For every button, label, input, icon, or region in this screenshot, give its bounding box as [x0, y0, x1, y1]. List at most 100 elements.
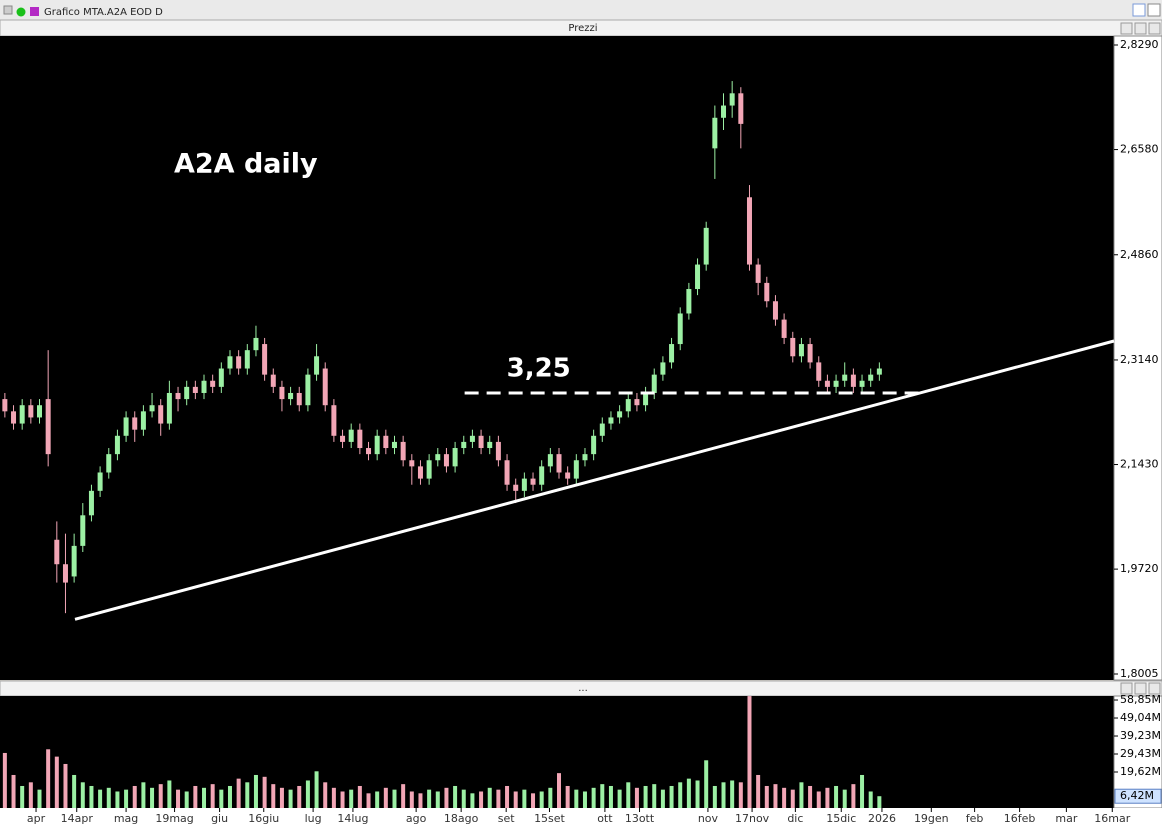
volume-bar	[98, 789, 103, 808]
volume-bar	[106, 787, 111, 808]
window-button[interactable]	[1132, 3, 1146, 17]
candle-body	[573, 460, 579, 479]
volume-bar	[279, 787, 284, 808]
candle-body	[539, 466, 545, 485]
candle-body	[36, 405, 42, 418]
candle-body	[296, 392, 302, 406]
volume-bar	[626, 782, 631, 808]
volume-bar	[54, 756, 59, 808]
candle-body	[712, 117, 718, 149]
candle-body	[625, 399, 631, 412]
panel-button[interactable]	[1148, 22, 1161, 35]
candle-body	[62, 564, 68, 583]
candle-body	[383, 435, 389, 449]
candle-body	[521, 478, 527, 491]
candle-body	[617, 411, 623, 418]
volume-bar	[2, 752, 7, 808]
y-tick-label: 19,62M	[1120, 765, 1161, 778]
candle-body	[253, 337, 259, 351]
panel-button[interactable]	[1120, 22, 1133, 35]
panel-button[interactable]	[1120, 682, 1133, 695]
volume-bar	[479, 791, 484, 808]
candle-body	[729, 93, 735, 106]
y-tick-label: 2,8290	[1120, 38, 1159, 51]
candle-body	[2, 399, 8, 412]
candle-body	[703, 227, 709, 265]
annotation: 3,25	[507, 353, 571, 383]
candle-body	[409, 460, 415, 467]
volume-bar	[764, 785, 769, 808]
candle-body	[279, 386, 285, 400]
candle-body	[45, 399, 51, 455]
volume-bar	[366, 793, 371, 808]
volume-bar	[297, 785, 302, 808]
candle-body	[651, 374, 657, 393]
candle-body	[166, 392, 172, 424]
panel-button[interactable]	[1148, 682, 1161, 695]
x-tick-label: 16mar	[1094, 812, 1130, 825]
volume-bar	[401, 784, 406, 808]
candle-body	[288, 392, 294, 400]
volume-bar	[305, 780, 310, 808]
candle-body	[54, 539, 60, 565]
volume-bar	[643, 785, 648, 808]
candle-body	[452, 448, 458, 467]
volume-bar	[271, 784, 276, 808]
candle-body	[469, 435, 475, 442]
volume-bar	[435, 791, 440, 808]
volume-bar	[357, 785, 362, 808]
candle-body	[443, 454, 449, 467]
volume-bar	[72, 774, 77, 808]
menu-icon[interactable]	[3, 5, 13, 15]
y-tick-label: 49,04M	[1120, 711, 1161, 724]
volume-bar	[262, 776, 267, 808]
volume-bar	[660, 789, 665, 808]
candle-body	[660, 362, 666, 375]
candle-body	[582, 454, 588, 461]
volume-bar	[253, 774, 258, 808]
candle-body	[366, 448, 372, 455]
volume-bar	[63, 763, 68, 808]
x-tick-label: ott	[597, 812, 613, 825]
panel-title: Prezzi	[568, 23, 597, 34]
volume-bar	[80, 782, 85, 808]
window-button[interactable]	[1147, 3, 1161, 17]
candle-body	[721, 105, 727, 118]
candle-body	[340, 435, 346, 442]
panel-button[interactable]	[1134, 682, 1147, 695]
title-bar	[0, 0, 1162, 20]
x-tick-label: 19gen	[914, 812, 949, 825]
candle-body	[868, 374, 874, 381]
volume-bar	[565, 785, 570, 808]
volume-bar	[790, 789, 795, 808]
candle-body	[236, 356, 242, 369]
volume-bar	[453, 785, 458, 808]
x-tick-label: mar	[1055, 812, 1077, 825]
panel-button[interactable]	[1134, 22, 1147, 35]
volume-bar	[11, 774, 16, 808]
x-tick-label: ago	[406, 812, 427, 825]
x-tick-label: 13ott	[625, 812, 655, 825]
candle-body	[391, 441, 397, 449]
volume-bar	[851, 784, 856, 808]
candle-body	[417, 466, 423, 479]
candle-body	[28, 405, 34, 418]
candle-body	[695, 264, 701, 290]
candle-body	[556, 454, 562, 473]
x-tick-label: nov	[698, 812, 719, 825]
last-value-box	[1114, 788, 1162, 804]
volume-bar	[124, 789, 129, 808]
volume-bar	[539, 791, 544, 808]
x-tick-label: 15dic	[826, 812, 856, 825]
candle-body	[842, 374, 848, 381]
volume-bar	[461, 789, 466, 808]
volume-bar	[842, 789, 847, 808]
volume-bar	[219, 789, 224, 808]
volume-bar	[141, 782, 146, 808]
volume-bar	[522, 789, 527, 808]
volume-bar	[184, 791, 189, 808]
date-axis	[0, 808, 1162, 830]
x-tick-label: 14apr	[61, 812, 94, 825]
candle-body	[97, 472, 103, 491]
